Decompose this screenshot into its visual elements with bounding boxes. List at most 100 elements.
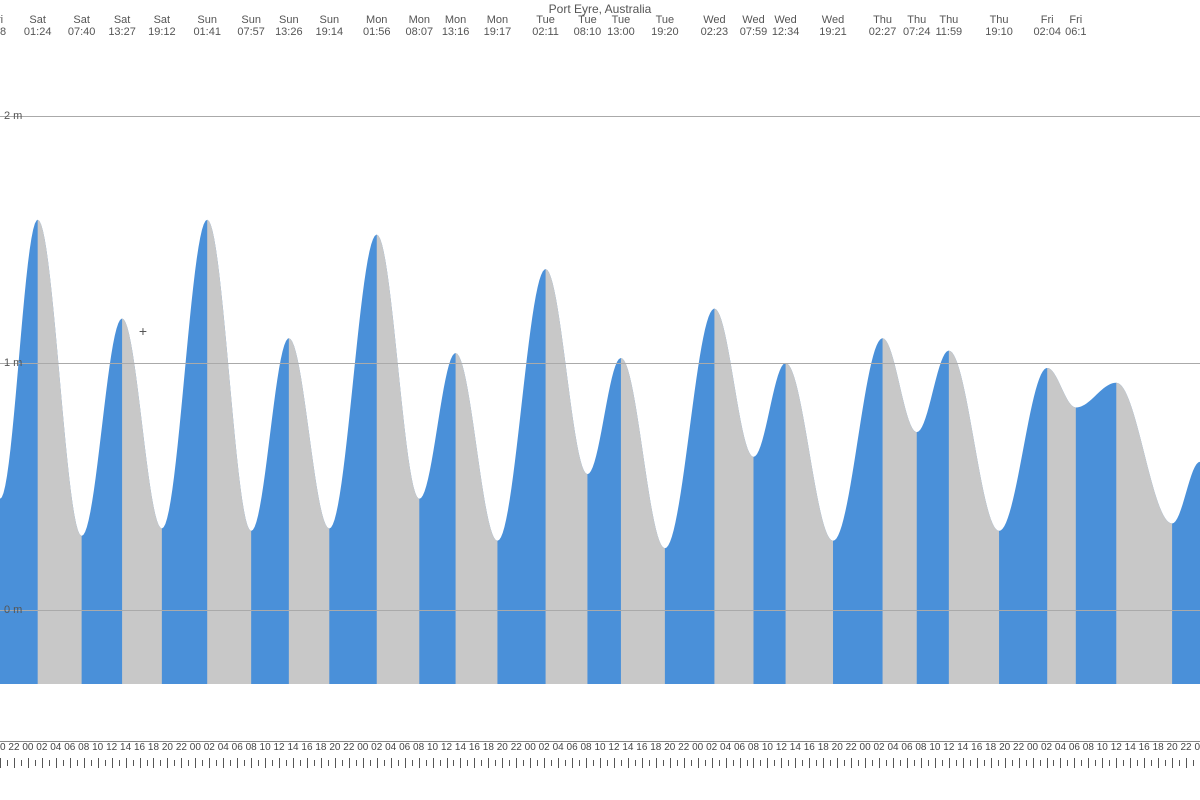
x-tick-minor — [133, 760, 134, 766]
x-tick-label: 20 — [162, 742, 173, 753]
extreme-label: Wed12:34 — [772, 14, 800, 38]
x-tick-major — [1047, 758, 1048, 768]
x-tick-major — [167, 758, 168, 768]
x-tick-major — [70, 758, 71, 768]
extreme-label: Wed07:59 — [740, 14, 768, 38]
x-tick-major — [251, 758, 252, 768]
x-tick-major — [84, 758, 85, 768]
x-tick-major — [865, 758, 866, 768]
x-tick-label: 20 — [329, 742, 340, 753]
x-tick-major — [237, 758, 238, 768]
x-tick-label: 12 — [441, 742, 452, 753]
x-tick-label: 14 — [120, 742, 131, 753]
x-tick-label: 02 — [36, 742, 47, 753]
x-tick-label: 02 — [706, 742, 717, 753]
x-tick-major — [140, 758, 141, 768]
y-axis-label: 2 m — [4, 110, 22, 122]
extreme-label: Thu07:24 — [903, 14, 931, 38]
x-tick-label: 12 — [776, 742, 787, 753]
x-tick-minor — [1193, 760, 1194, 766]
x-tick-major — [684, 758, 685, 768]
x-tick-minor — [579, 760, 580, 766]
x-tick-minor — [984, 760, 985, 766]
x-tick-major — [112, 758, 113, 768]
x-tick-label: 20 — [1167, 742, 1178, 753]
x-tick-label: 06 — [734, 742, 745, 753]
x-tick-label: 14 — [790, 742, 801, 753]
x-tick-label: 16 — [469, 742, 480, 753]
extreme-time-labels: ri08Sat01:24Sat07:40Sat13:27Sat19:12Sun0… — [0, 14, 1200, 42]
x-tick-major — [181, 758, 182, 768]
gridline — [0, 363, 1200, 364]
extreme-label: Sat01:24 — [24, 14, 52, 38]
x-tick-minor — [1026, 760, 1027, 766]
x-tick-minor — [1151, 760, 1152, 766]
x-tick-label: 10 — [762, 742, 773, 753]
x-tick-minor — [719, 760, 720, 766]
x-tick-label: 16 — [636, 742, 647, 753]
x-tick-major — [614, 758, 615, 768]
x-tick-minor — [174, 760, 175, 766]
x-tick-minor — [21, 760, 22, 766]
x-tick-label: 16 — [1139, 742, 1150, 753]
x-tick-major — [795, 758, 796, 768]
x-tick-label: 16 — [134, 742, 145, 753]
extreme-label: Mon08:07 — [406, 14, 434, 38]
x-tick-minor — [1179, 760, 1180, 766]
x-tick-major — [1158, 758, 1159, 768]
x-tick-label: 04 — [720, 742, 731, 753]
x-tick-minor — [998, 760, 999, 766]
x-tick-minor — [1109, 760, 1110, 766]
x-tick-label: 04 — [385, 742, 396, 753]
x-tick-minor — [91, 760, 92, 766]
x-tick-minor — [788, 760, 789, 766]
x-tick-major — [488, 758, 489, 768]
x-tick-label: 02 — [1041, 742, 1052, 753]
x-tick-label: 22 — [511, 742, 522, 753]
x-tick-label: 00 — [22, 742, 33, 753]
x-tick-label: 06 — [232, 742, 243, 753]
extreme-label: Sat13:27 — [108, 14, 136, 38]
x-tick-label: 16 — [301, 742, 312, 753]
x-tick-minor — [1165, 760, 1166, 766]
x-tick-minor — [286, 760, 287, 766]
extreme-label: Mon19:17 — [484, 14, 512, 38]
x-tick-major — [1144, 758, 1145, 768]
x-tick-label: 00 — [1027, 742, 1038, 753]
x-tick-label: 18 — [1153, 742, 1164, 753]
extreme-label: Sun07:57 — [237, 14, 265, 38]
x-tick-major — [516, 758, 517, 768]
x-tick-minor — [495, 760, 496, 766]
x-tick-label: 02 — [204, 742, 215, 753]
x-tick-label: 08 — [580, 742, 591, 753]
x-axis-ticks: 2022000204060810121416182022000204060810… — [0, 742, 1200, 800]
x-tick-minor — [35, 760, 36, 766]
x-tick-minor — [1095, 760, 1096, 766]
x-tick-major — [1116, 758, 1117, 768]
x-tick-minor — [481, 760, 482, 766]
x-tick-label: 18 — [985, 742, 996, 753]
x-tick-label: 18 — [818, 742, 829, 753]
x-tick-minor — [733, 760, 734, 766]
plot-area: + 0 m1 m2 m — [0, 42, 1200, 742]
x-tick-label: 16 — [804, 742, 815, 753]
x-tick-label: 22 — [176, 742, 187, 753]
x-tick-label: 08 — [1083, 742, 1094, 753]
x-tick-minor — [453, 760, 454, 766]
x-tick-minor — [872, 760, 873, 766]
x-tick-label: 22 — [8, 742, 19, 753]
x-tick-major — [460, 758, 461, 768]
x-tick-minor — [970, 760, 971, 766]
x-tick-minor — [314, 760, 315, 766]
x-tick-label: 20 — [999, 742, 1010, 753]
x-tick-major — [1060, 758, 1061, 768]
x-tick-major — [823, 758, 824, 768]
x-tick-major — [1130, 758, 1131, 768]
x-tick-major — [586, 758, 587, 768]
x-tick-minor — [565, 760, 566, 766]
x-tick-minor — [593, 760, 594, 766]
x-tick-major — [195, 758, 196, 768]
x-tick-label: 08 — [915, 742, 926, 753]
x-tick-minor — [342, 760, 343, 766]
x-tick-major — [153, 758, 154, 768]
